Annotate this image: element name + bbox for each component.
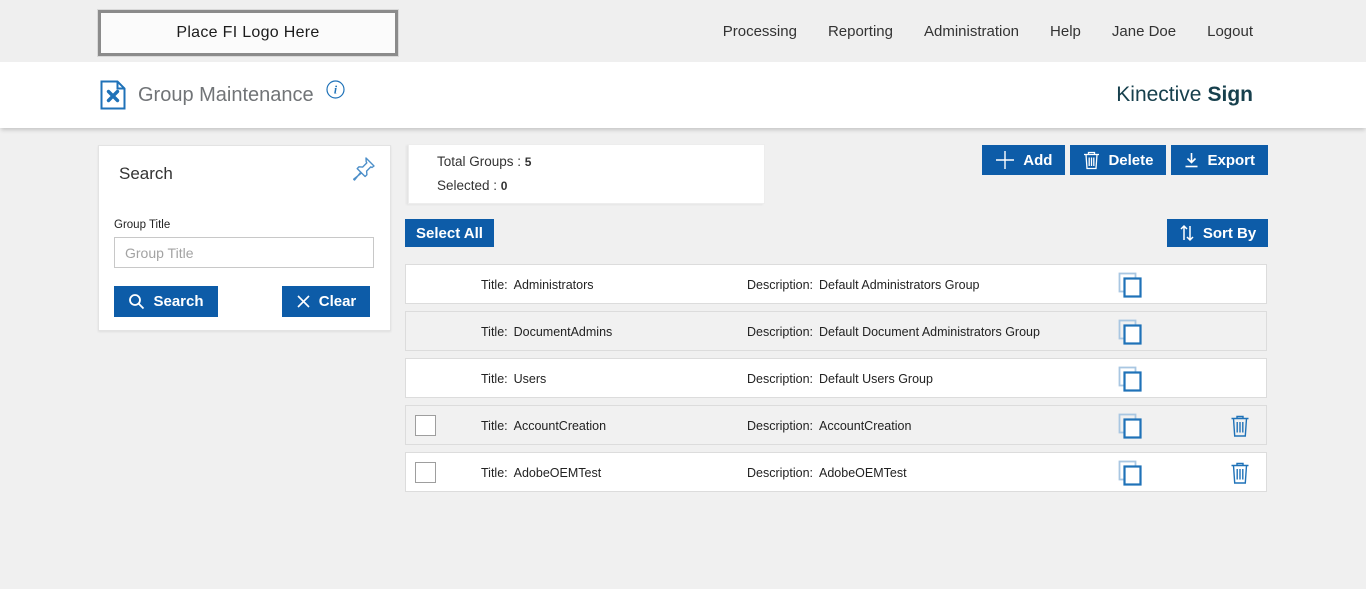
title-label: Title: bbox=[481, 325, 508, 339]
description-value: AccountCreation bbox=[819, 419, 912, 433]
nav-item-logout[interactable]: Logout bbox=[1207, 22, 1253, 40]
fi-logo-text: Place FI Logo Here bbox=[176, 24, 320, 41]
top-bar: Place FI Logo Here Processing Reporting Ad… bbox=[0, 0, 1366, 62]
row-description-cell: Description: AccountCreation bbox=[747, 406, 911, 446]
copy-group-button[interactable] bbox=[1116, 459, 1144, 487]
svg-text:i: i bbox=[334, 84, 338, 96]
pin-icon[interactable] bbox=[350, 156, 376, 182]
title-value: DocumentAdmins bbox=[513, 325, 613, 339]
group-row: Title: AdobeOEMTest Description: AdobeOE… bbox=[405, 452, 1267, 492]
clear-x-icon bbox=[296, 294, 311, 309]
description-value: Default Users Group bbox=[819, 372, 933, 386]
brand-logo: Kinective Sign bbox=[1116, 62, 1253, 128]
description-value: Default Document Administrators Group bbox=[819, 325, 1040, 339]
info-icon[interactable]: i bbox=[326, 79, 345, 99]
row-title-cell: Title: Administrators bbox=[481, 265, 594, 305]
title-label: Title: bbox=[481, 278, 508, 292]
delete-group-button[interactable] bbox=[1230, 461, 1252, 485]
title-value: Administrators bbox=[513, 278, 594, 292]
title-value: AdobeOEMTest bbox=[513, 466, 602, 480]
nav-item-jane-doe[interactable]: Jane Doe bbox=[1111, 22, 1177, 40]
group-title-input[interactable] bbox=[114, 237, 374, 268]
copy-group-button[interactable] bbox=[1116, 318, 1144, 346]
row-description-cell: Description: AdobeOEMTest bbox=[747, 453, 907, 493]
group-row: Title: DocumentAdmins Description: Defau… bbox=[405, 311, 1267, 351]
nav-item-help[interactable]: Help bbox=[1050, 22, 1081, 40]
group-row: Title: AccountCreation Description: Acco… bbox=[405, 405, 1267, 445]
title-value: Users bbox=[513, 372, 547, 386]
group-row: Title: Administrators Description: Defau… bbox=[405, 264, 1267, 304]
row-description-cell: Description: Default Users Group bbox=[747, 359, 933, 399]
export-button-label: Export bbox=[1207, 151, 1255, 169]
row-title-cell: Title: Users bbox=[481, 359, 546, 399]
sort-by-label: Sort By bbox=[1202, 224, 1257, 242]
page-title-group: Group Maintenance i bbox=[100, 62, 345, 128]
delete-group-button[interactable] bbox=[1230, 414, 1252, 438]
export-button[interactable]: Export bbox=[1171, 145, 1268, 175]
clear-button[interactable]: Clear bbox=[282, 286, 370, 317]
download-icon bbox=[1184, 152, 1199, 168]
brand-name-regular: Kinective bbox=[1116, 83, 1202, 106]
description-label: Description: bbox=[747, 466, 813, 480]
description-label: Description: bbox=[747, 325, 813, 339]
group-maintenance-icon bbox=[100, 80, 126, 110]
add-button-label: Add bbox=[1023, 151, 1053, 169]
total-groups-label: Total Groups : bbox=[437, 154, 525, 169]
search-panel-title: Search bbox=[119, 164, 173, 183]
search-button-label: Search bbox=[153, 293, 204, 310]
selected-line: Selected : 0 bbox=[437, 178, 507, 193]
selected-value: 0 bbox=[500, 179, 508, 193]
fi-logo-placeholder: Place FI Logo Here bbox=[97, 9, 399, 57]
delete-button-label: Delete bbox=[1108, 151, 1154, 169]
description-value: Default Administrators Group bbox=[819, 278, 980, 292]
row-description-cell: Description: Default Administrators Grou… bbox=[747, 265, 980, 305]
summary-box: Total Groups : 5 Selected : 0 bbox=[408, 144, 765, 204]
select-all-label: Select All bbox=[416, 224, 483, 242]
action-buttons: Add Delete Export bbox=[982, 145, 1268, 175]
row-checkbox[interactable] bbox=[415, 462, 436, 483]
row-description-cell: Description: Default Document Administra… bbox=[747, 312, 1040, 352]
title-label: Title: bbox=[481, 466, 508, 480]
add-button[interactable]: Add bbox=[982, 145, 1066, 175]
nav-item-processing[interactable]: Processing bbox=[722, 22, 797, 40]
clear-button-label: Clear bbox=[318, 293, 357, 310]
row-checkbox[interactable] bbox=[415, 415, 436, 436]
group-row: Title: Users Description: Default Users … bbox=[405, 358, 1267, 398]
title-value: AccountCreation bbox=[513, 419, 607, 433]
nav-item-reporting[interactable]: Reporting bbox=[827, 22, 893, 40]
nav-item-administration[interactable]: Administration bbox=[923, 22, 1020, 40]
select-all-button[interactable]: Select All bbox=[405, 219, 494, 247]
title-label: Title: bbox=[481, 372, 508, 386]
delete-button[interactable]: Delete bbox=[1070, 145, 1167, 175]
sort-by-button[interactable]: Sort By bbox=[1167, 219, 1268, 247]
brand-name-bold: Sign bbox=[1207, 83, 1254, 106]
row-title-cell: Title: DocumentAdmins bbox=[481, 312, 612, 352]
page-title: Group Maintenance bbox=[138, 83, 314, 106]
description-value: AdobeOEMTest bbox=[819, 466, 907, 480]
row-title-cell: Title: AccountCreation bbox=[481, 406, 606, 446]
description-label: Description: bbox=[747, 419, 813, 433]
row-title-cell: Title: AdobeOEMTest bbox=[481, 453, 601, 493]
selected-label: Selected : bbox=[437, 178, 501, 193]
title-bar: Group Maintenance i Kinective Sign bbox=[0, 62, 1366, 128]
search-button[interactable]: Search bbox=[114, 286, 218, 317]
total-groups-value: 5 bbox=[524, 155, 532, 169]
copy-group-button[interactable] bbox=[1116, 412, 1144, 440]
description-label: Description: bbox=[747, 372, 813, 386]
copy-group-button[interactable] bbox=[1116, 271, 1144, 299]
top-nav: Processing Reporting Administration Help Jan… bbox=[723, 0, 1253, 62]
search-panel: Search Group Title Search Clear bbox=[98, 145, 391, 331]
search-icon bbox=[128, 293, 145, 310]
sort-arrows-icon bbox=[1179, 224, 1195, 242]
total-groups-line: Total Groups : 5 bbox=[437, 154, 531, 169]
title-label: Title: bbox=[481, 419, 508, 433]
plus-icon bbox=[995, 150, 1015, 170]
group-title-label: Group Title bbox=[114, 219, 171, 231]
copy-group-button[interactable] bbox=[1116, 365, 1144, 393]
trash-icon bbox=[1083, 151, 1100, 170]
description-label: Description: bbox=[747, 278, 813, 292]
